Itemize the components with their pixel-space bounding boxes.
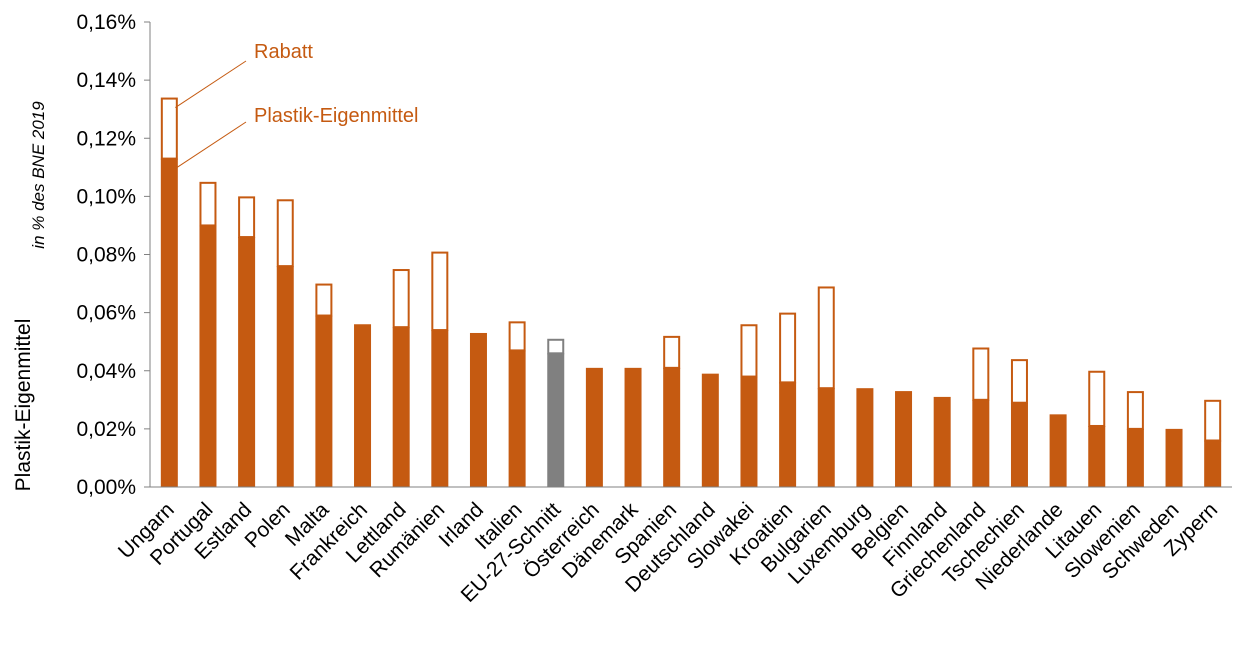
bar-plastik-eigenmittel [1165, 428, 1183, 487]
bar-plastik-eigenmittel [392, 327, 410, 487]
y-tick-label: 0,10% [76, 185, 136, 208]
bar-plastik-eigenmittel [238, 237, 256, 487]
annotation-rabatt: Rabatt [254, 41, 313, 63]
x-tick-label: Polen [241, 498, 295, 552]
bar-rabatt [199, 181, 217, 227]
bar-plastik-eigenmittel [199, 225, 217, 487]
bar-rabatt [1010, 359, 1028, 404]
annotation-leader-rabatt [175, 60, 247, 108]
bar-plastik-eigenmittel [740, 376, 758, 487]
bar-plastik-eigenmittel [1126, 428, 1144, 487]
bar-plastik-eigenmittel [817, 388, 835, 487]
bar-plastik-eigenmittel [1010, 402, 1028, 487]
bar-rabatt [238, 196, 256, 239]
bar-plastik-eigenmittel [585, 367, 603, 487]
bars-group [160, 97, 1222, 487]
bar-rabatt [1204, 399, 1222, 442]
bar-plastik-eigenmittel [895, 391, 913, 487]
bar-rabatt [392, 269, 410, 329]
bar-plastik-eigenmittel [1204, 440, 1222, 487]
bar-rabatt [315, 283, 333, 317]
bar-plastik-eigenmittel [663, 367, 681, 487]
bar-plastik-eigenmittel [624, 367, 642, 487]
bar-rabatt [1088, 370, 1106, 427]
bar-plastik-eigenmittel [856, 388, 874, 487]
bar-plastik-eigenmittel [972, 399, 990, 487]
bar-plastik-eigenmittel [933, 396, 951, 487]
y-ticks-group: 0,00% 0,02% 0,04% 0,06% 0,08% 0,10% 0,12% 0,14%… [76, 11, 150, 499]
bar-plastik-eigenmittel [547, 353, 565, 487]
bar-rabatt [972, 347, 990, 401]
annotations-group: Rabatt Plastik-Eigenmittel [175, 41, 419, 170]
bar-rabatt [779, 312, 797, 384]
y-tick-label: 0,06% [76, 302, 136, 325]
x-ticks-group: UngarnPortugalEstlandPolenMaltaFrankreic… [114, 498, 1222, 607]
bar-rabatt [431, 251, 449, 332]
bar-rabatt [160, 97, 178, 160]
bar-rabatt [547, 338, 565, 355]
bar-rabatt [663, 335, 681, 369]
bar-plastik-eigenmittel [276, 266, 294, 487]
bar-plastik-eigenmittel [431, 330, 449, 487]
bar-plastik-eigenmittel [1088, 425, 1106, 487]
y-tick-label: 0,12% [76, 127, 136, 150]
bar-plastik-eigenmittel [701, 373, 719, 487]
axes-group [149, 22, 1232, 488]
annotation-plastik-eigenmittel: Plastik-Eigenmittel [254, 105, 419, 127]
y-tick-label: 0,02% [76, 418, 136, 441]
y-tick-label: 0,04% [76, 360, 136, 383]
bar-plastik-eigenmittel [160, 158, 178, 487]
y-axis-unit-note: in % des BNE 2019 [29, 101, 48, 249]
bar-plastik-eigenmittel [508, 350, 526, 487]
y-tick-label: 0,00% [76, 476, 136, 499]
bar-rabatt [740, 324, 758, 378]
bar-plastik-eigenmittel [1049, 414, 1067, 487]
y-tick-label: 0,16% [76, 11, 136, 34]
bar-plastik-eigenmittel [315, 315, 333, 487]
y-tick-label: 0,08% [76, 244, 136, 267]
bar-plastik-eigenmittel [779, 382, 797, 487]
bar-rabatt [508, 321, 526, 352]
bar-rabatt [1126, 391, 1144, 430]
bar-plastik-eigenmittel [354, 324, 372, 487]
bar-rabatt [817, 286, 835, 390]
bar-plastik-eigenmittel [469, 332, 487, 487]
y-tick-label: 0,14% [76, 69, 136, 92]
annotation-leader-plastik [175, 121, 247, 170]
bar-rabatt [276, 199, 294, 268]
y-axis-label: Plastik-Eigenmittel [12, 319, 35, 492]
